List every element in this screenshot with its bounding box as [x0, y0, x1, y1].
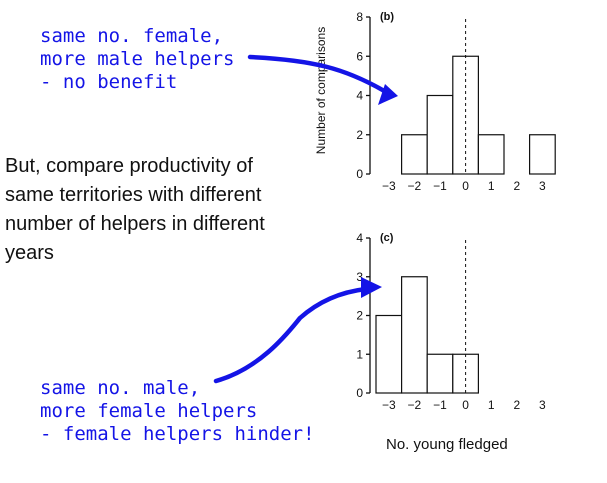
x-tick-label: 3 [539, 179, 546, 193]
x-tick-label: −2 [408, 398, 422, 412]
x-tick-label: −3 [382, 398, 396, 412]
x-tick-label: −3 [382, 179, 396, 193]
annotation-female-helpers-hinder: same no. male, more female helpers - fem… [40, 377, 315, 445]
arrowhead-bottom [361, 277, 382, 298]
y-tick-label: 4 [356, 231, 363, 245]
arrow-bottom [213, 286, 369, 384]
chart-panel-b: 0 2 4 6 8 −3 −2 −1 0 1 2 3 (b) Number of comparisons [314, 10, 556, 193]
x-tick-label: 3 [539, 398, 546, 412]
bar-1 [477, 134, 505, 175]
bar--2 [401, 276, 428, 394]
annotation-no-benefit: same no. female, more male helpers - no … [40, 25, 235, 93]
main-explanation-text: But, compare productivity of same territ… [5, 155, 265, 264]
x-tick-label: 0 [462, 398, 469, 412]
x-tick-label: 0 [462, 179, 469, 193]
x-tick-label: −2 [408, 179, 422, 193]
x-tick-label: 1 [488, 179, 495, 193]
y-tick-label: 4 [356, 89, 363, 103]
y-axis-label: Number of comparisons [314, 27, 328, 154]
x-tick-label: 2 [513, 398, 520, 412]
y-tick-label: 8 [356, 10, 363, 24]
bar-3 [528, 134, 556, 175]
x-tick-label: −1 [433, 398, 447, 412]
y-tick-label: 0 [356, 386, 363, 400]
x-tick-label: −1 [433, 179, 447, 193]
arrow-top [247, 54, 389, 95]
y-tick-label: 2 [356, 128, 363, 142]
x-axis-label: No. young fledged [386, 436, 508, 453]
x-tick-label: 1 [488, 398, 495, 412]
chart-panel-c: 0 1 2 3 4 −3 −2 −1 0 1 2 3 (c) [356, 231, 546, 412]
y-tick-label: 3 [356, 270, 363, 284]
panel-label: (b) [380, 11, 394, 23]
y-tick-label: 6 [356, 49, 363, 63]
y-tick-label: 0 [356, 167, 363, 181]
panel-label: (c) [380, 232, 394, 244]
annotation-arrows [213, 54, 398, 384]
y-tick-label: 1 [356, 347, 363, 361]
bar--3 [375, 314, 403, 394]
bar--1 [426, 94, 454, 175]
x-tick-label: 2 [513, 179, 520, 193]
bar--2 [401, 134, 428, 175]
y-tick-label: 2 [356, 309, 363, 323]
arrowhead-top [378, 84, 398, 105]
bar--1 [426, 353, 454, 394]
